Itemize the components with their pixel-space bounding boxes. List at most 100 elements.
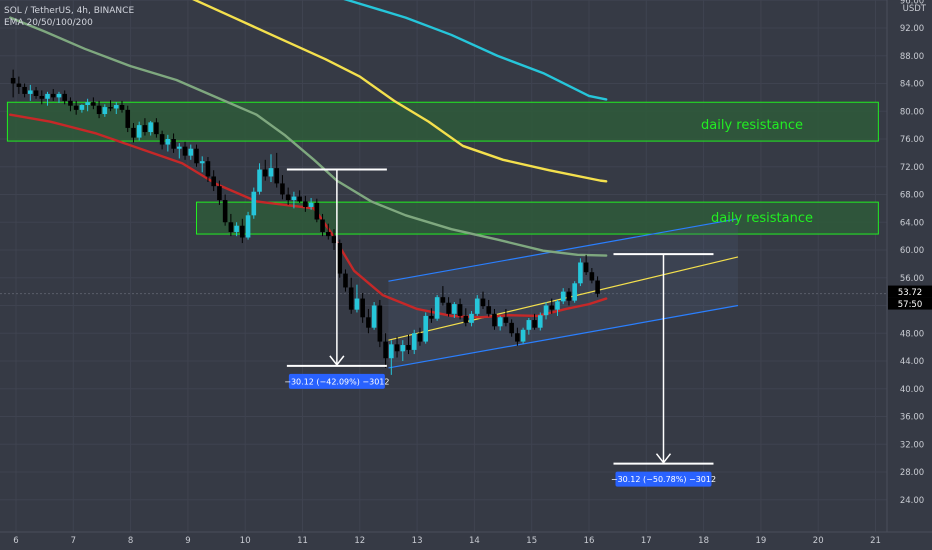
- candle-body: [79, 105, 85, 110]
- candle-body: [452, 304, 457, 314]
- candle-body: [423, 315, 428, 342]
- candle: [583, 254, 589, 275]
- candle-body: [113, 105, 119, 109]
- candle-body: [537, 315, 543, 328]
- candle-body: [234, 225, 239, 232]
- candle-body: [389, 344, 394, 359]
- candle: [366, 308, 371, 334]
- price-tick-label: 24.00: [900, 496, 924, 506]
- candle-body: [245, 215, 251, 238]
- candle-body: [33, 90, 39, 96]
- candle: [102, 104, 108, 117]
- candle: [33, 86, 39, 99]
- candle: [434, 295, 440, 321]
- candle-body: [589, 272, 595, 281]
- candle-body: [91, 102, 96, 106]
- time-tick-label: 9: [185, 536, 190, 546]
- candle-body: [142, 125, 148, 133]
- price-tick-label: 64.00: [900, 218, 924, 228]
- symbol-title[interactable]: SOL / TetherUS, 4h, BINANCE: [4, 6, 135, 16]
- time-axis[interactable]: 6 7 8 9 10 11 12 13 14 15 16 17 18 19 20 21: [0, 531, 932, 550]
- time-axis-bg: [0, 532, 932, 550]
- candle: [177, 143, 182, 159]
- candle: [131, 123, 136, 143]
- candle: [429, 308, 434, 323]
- candle: [520, 327, 526, 344]
- candle: [188, 144, 194, 160]
- measured-moves[interactable]: −30.12 (−42.09%) −3012 −30.12 (−50.78%) −…: [284, 168, 716, 487]
- candle-body: [274, 168, 280, 184]
- candle: [474, 295, 480, 316]
- candle: [136, 121, 142, 141]
- candle-body: [45, 93, 50, 99]
- candle-body: [205, 161, 211, 177]
- candle: [280, 175, 285, 200]
- candle-body: [268, 168, 274, 177]
- price-tick-label: 72.00: [900, 163, 924, 173]
- candle: [446, 297, 451, 317]
- candle-body: [108, 107, 113, 109]
- candle: [62, 90, 68, 105]
- time-tick-label: 8: [128, 536, 133, 546]
- time-tick-label: 14: [469, 536, 480, 546]
- candle: [108, 100, 113, 112]
- price-tick-label: 48.00: [900, 329, 924, 339]
- candle: [492, 308, 497, 330]
- price-axis-currency: USDT: [903, 4, 927, 14]
- candle: [578, 258, 583, 287]
- candlestick-series: [10, 69, 600, 375]
- candle: [411, 329, 417, 355]
- candle: [39, 90, 45, 105]
- candle-body: [251, 191, 257, 216]
- indicator-title[interactable]: EMA 20/50/100/200: [4, 18, 93, 28]
- candle: [251, 187, 257, 219]
- candle: [572, 281, 577, 303]
- candle: [394, 336, 400, 358]
- candle-body: [595, 280, 600, 294]
- candle: [297, 190, 302, 203]
- candle-body: [22, 86, 27, 94]
- candle-body: [159, 134, 165, 145]
- candle: [377, 299, 383, 348]
- candle-body: [240, 225, 245, 238]
- measure-badge: [615, 471, 712, 487]
- time-tick-label: 20: [813, 536, 824, 546]
- candle: [113, 102, 119, 115]
- candle-body: [337, 243, 343, 274]
- candle-body: [325, 231, 331, 237]
- candle-body: [188, 148, 194, 156]
- zone-upper-label: daily resistance: [701, 118, 803, 133]
- candle-body: [222, 200, 228, 223]
- candle: [194, 144, 199, 167]
- time-tick-label: 11: [297, 536, 308, 546]
- current-price-badge: [888, 285, 932, 298]
- candle-body: [262, 169, 268, 177]
- candle-body: [280, 183, 285, 195]
- candle-body: [509, 322, 514, 334]
- candle: [469, 311, 474, 327]
- candle-body: [96, 105, 102, 115]
- candle: [119, 100, 125, 113]
- candle: [360, 293, 365, 323]
- candle: [56, 91, 62, 103]
- candle: [91, 97, 96, 110]
- candle-body: [457, 304, 463, 316]
- time-tick-label: 21: [870, 536, 881, 546]
- ema-line-1: [9, 113, 608, 319]
- time-tick-label: 12: [354, 536, 365, 546]
- candle: [22, 83, 27, 98]
- candle: [383, 333, 388, 368]
- candle: [142, 118, 148, 136]
- candle: [274, 152, 280, 188]
- candle-body: [555, 301, 560, 310]
- candle-body: [343, 273, 348, 288]
- candle-body: [366, 317, 371, 328]
- candle-body: [125, 109, 131, 128]
- channel-lower-line: [388, 304, 739, 369]
- time-tick-label: 7: [71, 536, 76, 546]
- candle-body: [532, 320, 537, 328]
- resistance-zone-1: [6, 101, 879, 142]
- price-tick-label: 68.00: [900, 191, 924, 201]
